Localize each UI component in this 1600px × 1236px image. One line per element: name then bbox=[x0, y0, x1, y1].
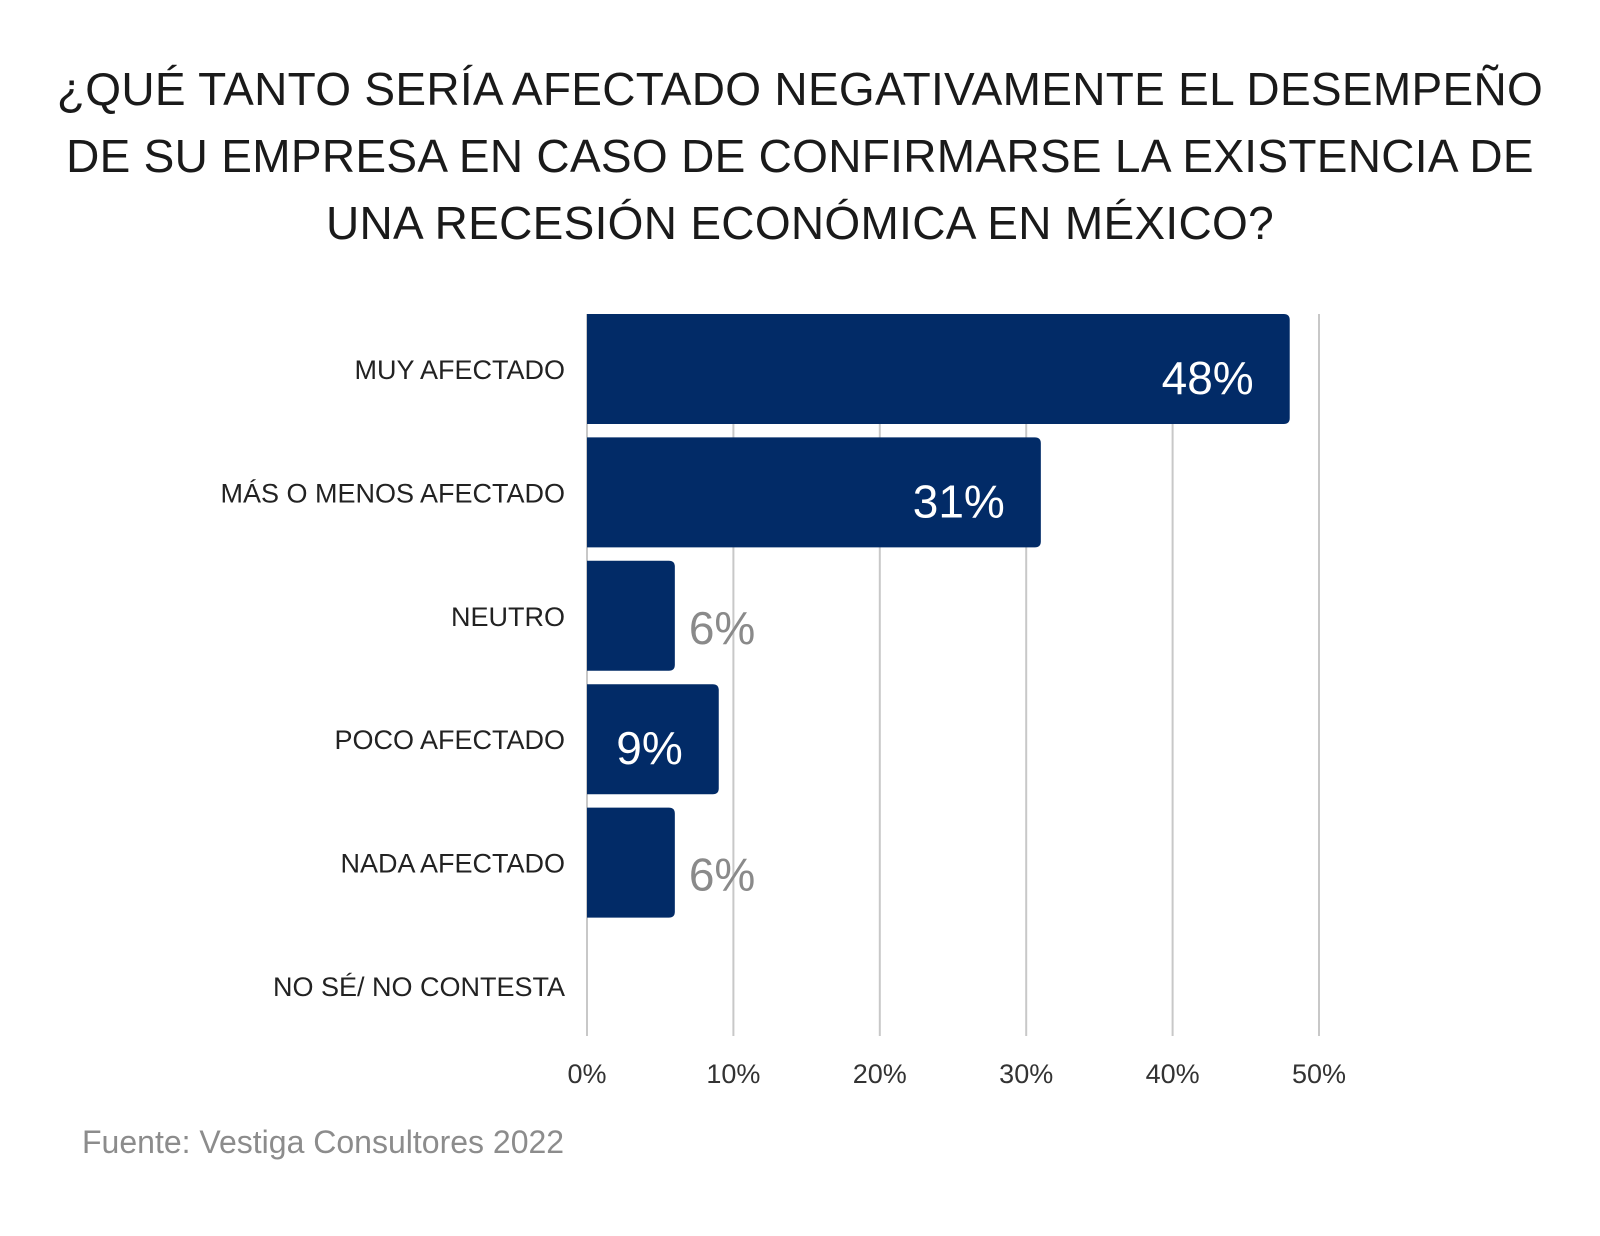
x-tick-label: 30% bbox=[999, 1059, 1053, 1089]
x-tick-label: 50% bbox=[1292, 1059, 1346, 1089]
data-label: 48% bbox=[1162, 352, 1254, 404]
chart-title: ¿QUÉ TANTO SERÍA AFECTADO NEGATIVAMENTE … bbox=[40, 56, 1560, 257]
bar bbox=[587, 684, 719, 795]
source-note: Fuente: Vestiga Consultores 2022 bbox=[82, 1124, 565, 1160]
category-label: NO SÉ/ NO CONTESTA bbox=[273, 972, 565, 1002]
bar bbox=[587, 314, 1290, 424]
x-tick-label: 10% bbox=[706, 1059, 760, 1089]
bar bbox=[587, 807, 675, 918]
chart-title-line: DE SU EMPRESA EN CASO DE CONFIRMARSE LA … bbox=[66, 130, 1534, 182]
data-label: 6% bbox=[689, 602, 755, 654]
category-label: POCO AFECTADO bbox=[334, 725, 565, 755]
x-tick-label: 40% bbox=[1146, 1059, 1200, 1089]
data-label: 31% bbox=[913, 475, 1005, 527]
chart-title-line: ¿QUÉ TANTO SERÍA AFECTADO NEGATIVAMENTE … bbox=[56, 63, 1544, 115]
data-label: 9% bbox=[616, 722, 682, 774]
x-tick-label: 0% bbox=[567, 1059, 606, 1089]
category-label: NADA AFECTADO bbox=[340, 849, 565, 879]
data-label: 6% bbox=[689, 849, 755, 901]
bar bbox=[587, 560, 675, 671]
category-label: NEUTRO bbox=[451, 602, 565, 632]
category-label: MUY AFECTADO bbox=[354, 355, 565, 385]
bar bbox=[587, 437, 1041, 548]
x-tick-label: 20% bbox=[853, 1059, 907, 1089]
chart-title-line: UNA RECESIÓN ECONÓMICA EN MÉXICO? bbox=[326, 197, 1274, 249]
category-label: MÁS O MENOS AFECTADO bbox=[220, 478, 565, 508]
